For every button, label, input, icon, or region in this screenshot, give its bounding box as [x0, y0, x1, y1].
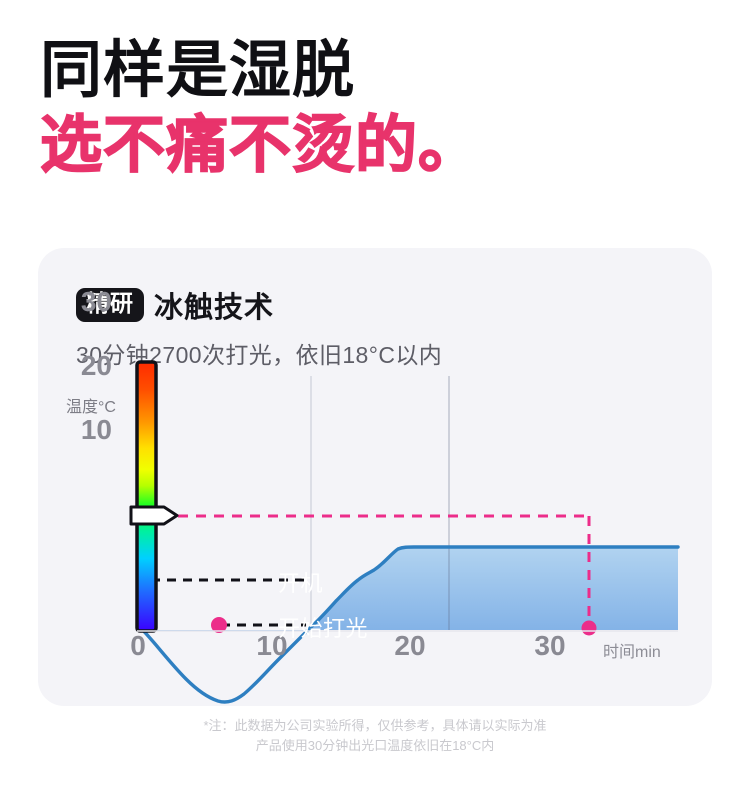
- colorbar-pointer: [129, 505, 179, 526]
- y-tick-30: 30: [80, 286, 112, 317]
- card-title-row: 精研 冰触技术: [76, 284, 274, 326]
- temperature-chart: 温度°C 30 20 10 0 10 20 30 时间min 开机 开始打光: [38, 248, 712, 706]
- x-axis-title: 时间min: [603, 644, 661, 661]
- footnote-line-2: 产品使用30分钟出光口温度依旧在18°C内: [255, 738, 495, 754]
- x-tick-20: 20: [394, 630, 426, 661]
- headline-line-1: 同样是湿脱: [40, 36, 356, 105]
- y-tick-20: 20: [80, 350, 112, 381]
- headline: 同样是湿脱 选不痛不烫的。: [39, 36, 710, 182]
- y-tick-10: 10: [80, 414, 112, 445]
- chart-line-series: [136, 545, 680, 704]
- research-badge: 精研: [76, 288, 144, 322]
- footnote: *注：此数据为公司实验所得，仅供参考，具体请以实际为准 产品使用30分钟出光口温…: [0, 716, 750, 756]
- x-tick-10: 10: [256, 630, 288, 661]
- marker-30min: [581, 620, 597, 636]
- ice-touch-card: 精研 冰触技术 30分钟2700次打光，依旧18°C以内: [38, 248, 712, 706]
- annotation-power-on: 开机: [278, 571, 324, 596]
- temperature-colorbar: [129, 360, 179, 633]
- headline-line-2: 选不痛不烫的。: [39, 111, 482, 182]
- y-axis-title: 温度°C: [66, 399, 116, 416]
- chart-area-series: [138, 547, 678, 631]
- marker-start-flash: [211, 617, 227, 633]
- footnote-line-1: *注：此数据为公司实验所得，仅供参考，具体请以实际为准: [203, 718, 547, 733]
- x-tick-0: 0: [130, 630, 146, 661]
- chart-gridlines: [310, 376, 450, 630]
- card-title: 冰触技术: [154, 292, 275, 324]
- annotation-start-flash: 开始打光: [278, 616, 369, 641]
- chart-canvas: [129, 360, 680, 704]
- x-tick-30: 30: [534, 630, 566, 661]
